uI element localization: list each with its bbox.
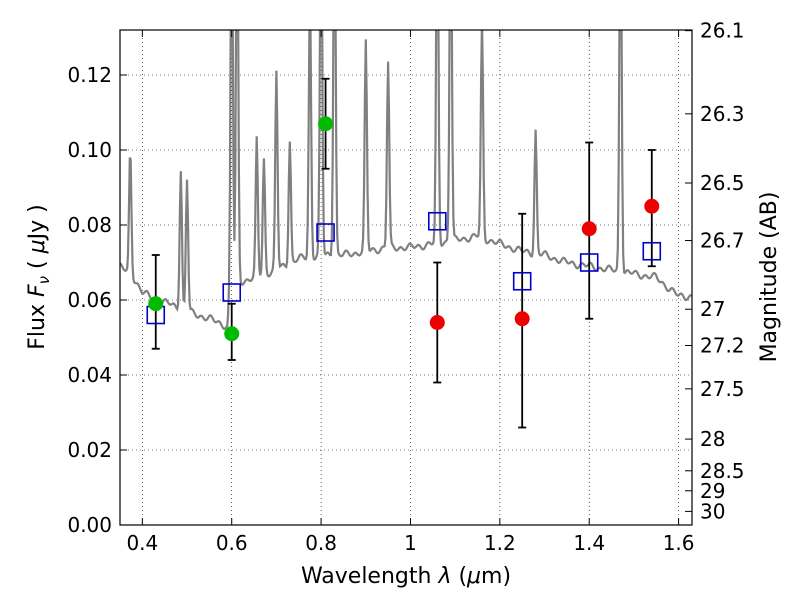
- y-axis-label: Flux Fν ( μJy ): [25, 204, 53, 349]
- magnitude-axis-label: Magnitude (AB): [757, 192, 782, 363]
- y-tick-label: 0.10: [67, 138, 112, 162]
- x-axis-label: Wavelength λ (μm): [301, 564, 511, 589]
- y-tick-label: 0.06: [67, 288, 112, 312]
- magnitude-tick-label: 27: [700, 297, 725, 321]
- observed-point: [514, 311, 530, 327]
- magnitude-tick-label: 29: [700, 479, 725, 503]
- magnitude-tick-label: 26.3: [700, 102, 745, 126]
- magnitude-tick-label: 28: [700, 427, 725, 451]
- model-spectrum: [120, 30, 692, 331]
- x-tick-label: 0.4: [126, 531, 158, 555]
- x-tick-label: 1: [404, 531, 417, 555]
- spectrum-line: [120, 30, 692, 331]
- observed-point: [581, 221, 597, 237]
- grid: [120, 30, 692, 525]
- y-tick-label: 0.08: [67, 213, 112, 237]
- y-tick-label: 0.02: [67, 438, 112, 462]
- observed-point: [429, 315, 445, 330]
- y-tick-label: 0.12: [67, 63, 112, 87]
- observed-points: [148, 116, 660, 342]
- magnitude-tick-label: 26.5: [700, 171, 745, 195]
- magnitude-tick-label: 27.2: [700, 334, 745, 358]
- y-tick-label: 0.04: [67, 363, 112, 387]
- magnitude-tick-label: 26.7: [700, 229, 745, 253]
- model-photometry-square: [579, 253, 599, 272]
- observed-point: [318, 116, 334, 132]
- x-tick-label: 1.4: [573, 531, 605, 555]
- x-tick-label: 1.6: [663, 531, 695, 555]
- magnitude-tick-label: 28.5: [700, 459, 745, 483]
- y-tick-label: 0.00: [67, 513, 112, 537]
- x-tick-label: 1.2: [484, 531, 516, 555]
- model-photometry-square: [427, 211, 447, 231]
- model-photometry-square: [222, 283, 242, 302]
- model-photometry-square: [316, 223, 335, 242]
- model-photometry-square: [642, 241, 662, 261]
- magnitude-tick-label: 26.1: [700, 19, 745, 43]
- magnitude-tick-label: 27.5: [700, 377, 745, 401]
- x-tick-label: 0.6: [216, 531, 248, 555]
- model-photometry-square: [512, 271, 532, 291]
- observed-point: [644, 198, 660, 214]
- plot-frame: [119, 29, 693, 526]
- observed-point: [148, 296, 164, 312]
- y-axis-ticks: 0.00 0.02 0.04 0.06 0.08 0.10 0.12: [67, 63, 127, 537]
- x-axis-ticks: 0.4 0.6 0.8 1 1.2 1.4 1.6: [126, 30, 695, 555]
- x-tick-label: 0.8: [305, 531, 337, 555]
- magnitude-tick-label: 30: [700, 499, 725, 523]
- observed-point: [224, 326, 240, 342]
